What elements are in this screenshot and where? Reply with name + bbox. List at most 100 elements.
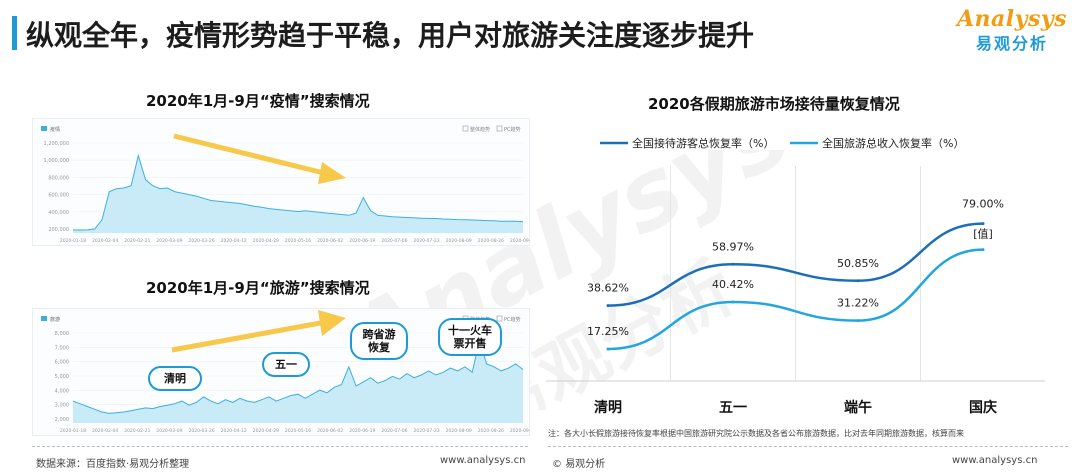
x-tick-label: 2020-06-02 [317, 428, 343, 434]
x-tick-label: 2020-06-19 [349, 428, 375, 434]
x-tick-label: 2020-02-21 [124, 428, 150, 434]
y-tick-label: 2,000 [55, 417, 69, 423]
y-tick-label: 4,000 [55, 388, 69, 394]
x-category-label: 国庆 [969, 399, 997, 416]
data-source: 数据来源：百度指数·易观分析整理 [36, 459, 190, 470]
y-tick-label: 6,000 [55, 360, 69, 366]
title-accent-bar [12, 16, 17, 50]
data-point [606, 347, 610, 351]
legend-option: 整体趋势 [470, 126, 490, 133]
bubble-wuyi: 五一 [262, 352, 310, 377]
legend-checkbox[interactable] [496, 315, 503, 322]
y-tick-label: 1,200,000 [44, 141, 69, 147]
x-tick-label: 2020-07-23 [413, 238, 439, 244]
x-tick-label: 2020-03-26 [188, 238, 214, 244]
tourism-chart-title: 2020年1月-9月“旅游”搜索情况 [146, 279, 370, 297]
bubble-national-day-tickets: 十一火车票开售 [438, 318, 502, 356]
footer-divider-right [548, 446, 1068, 447]
x-tick-label: 2020-03-09 [156, 238, 182, 244]
bubble-national-day-tickets-text: 十一火车票开售 [448, 324, 492, 350]
footer-brand: © 易观分析 [552, 459, 606, 470]
x-tick-label: 2020-04-29 [253, 238, 279, 244]
data-point [856, 319, 860, 323]
footer-divider-left [32, 446, 528, 447]
x-category-label: 五一 [719, 400, 747, 416]
data-label: 31.22% [837, 297, 879, 310]
legend-option: PC趋势 [504, 316, 521, 323]
epidemic-area [73, 155, 523, 233]
series-line [607, 222, 984, 307]
x-tick-label: 2020-07-06 [381, 428, 407, 434]
x-tick-label: 2020-05-16 [285, 428, 311, 434]
data-label: 79.00% [962, 198, 1004, 211]
data-point [731, 262, 735, 266]
y-tick-label: 400,000 [48, 210, 69, 216]
x-tick-label: 2020-09-12 [510, 238, 531, 244]
data-label: 17.25% [587, 325, 629, 338]
epidemic-search-chart: 疫情 整体趋势 PC趋势 1,200,000 1,000,000 800,000 600,… [41, 125, 536, 244]
x-tick-label: 2020-09-12 [510, 428, 531, 434]
page-title: 纵观全年，疫情形势趋于平稳，用户对旅游关注度逐步提升 [26, 19, 755, 52]
chart-legend: 全国接待游客总恢复率（%） 全国旅游总收入恢复率（%） [600, 136, 964, 150]
y-tick-label: 8,000 [55, 331, 69, 337]
tourism-area [73, 340, 523, 423]
y-tick-label: 7,000 [55, 345, 69, 351]
legend-option: PC趋势 [504, 126, 521, 133]
x-tick-label: 2020-06-19 [349, 238, 375, 244]
x-tick-label: 2020-08-09 [446, 238, 472, 244]
x-tick-label: 2020-06-02 [317, 238, 343, 244]
legend-checkbox[interactable] [496, 125, 503, 132]
epidemic-chart-title: 2020年1月-9月“疫情”搜索情况 [146, 92, 370, 110]
trend-arrow-down [173, 133, 346, 184]
x-tick-label: 2020-08-09 [446, 428, 472, 434]
bubble-cross-province-text: 跨省游恢复 [362, 328, 396, 354]
data-label: [值] [973, 228, 993, 241]
data-label: 40.42% [712, 278, 754, 291]
x-tick-label: 2020-03-09 [156, 428, 182, 434]
trend-arrow-up [171, 310, 346, 353]
x-tick-label: 2020-03-26 [188, 428, 214, 434]
x-tick-label: 2020-04-12 [221, 428, 247, 434]
x-tick-label: 2020-02-04 [92, 428, 118, 434]
legend-item: 全国接待游客总恢复率（%） [632, 136, 774, 150]
x-tick-label: 2020-05-16 [285, 238, 311, 244]
data-point [981, 248, 985, 252]
x-tick-label: 2020-01-18 [60, 428, 86, 434]
x-tick-label: 2020-07-06 [381, 238, 407, 244]
y-tick-label: 3,000 [55, 403, 69, 409]
x-category-label: 端午 [844, 399, 872, 416]
x-tick-label: 2020-02-21 [124, 238, 150, 244]
footer-brand-text: 易观分析 [565, 459, 606, 470]
legend-checkbox[interactable] [462, 125, 469, 132]
x-tick-label: 2020-08-26 [478, 428, 504, 434]
epidemic-chart-panel: 疫情 整体趋势 PC趋势 1,200,000 1,000,000 800,000 600,… [32, 118, 536, 246]
legend-swatch [41, 126, 47, 131]
epidemic-line [73, 153, 524, 231]
series-line [607, 248, 984, 351]
header: 纵观全年，疫情形势趋于平稳，用户对旅游关注度逐步提升 Analysys 易观分析 [0, 0, 1080, 64]
recovery-line-chart: 全国接待游客总恢复率（%） 全国旅游总收入恢复率（%） 38.62% 58.97% 5… [546, 136, 1045, 416]
data-point [856, 279, 860, 283]
data-label: 38.62% [587, 282, 629, 295]
url-left: www.analysys.cn [440, 455, 526, 466]
footnote: 注：各大小长假旅游接待恢复率根据中国旅游研究院公示数据及各省公布旅游数据，比对去… [548, 429, 964, 438]
x-tick-label: 2020-01-18 [60, 238, 86, 244]
x-tick-label: 2020-02-04 [92, 238, 118, 244]
legend-swatch [41, 316, 47, 321]
y-tick-label: 200,000 [48, 227, 69, 233]
data-point [606, 304, 610, 308]
logo-text-cn: 易观分析 [975, 34, 1048, 53]
data-point [981, 222, 985, 226]
y-tick-label: 5,000 [55, 374, 69, 380]
url-right: www.analysys.cn [952, 455, 1038, 466]
y-tick-label: 1,000,000 [44, 158, 69, 164]
analysys-logo: Analysys 易观分析 [956, 6, 1068, 58]
logo-text-en: Analysys [956, 6, 1067, 32]
data-label: 50.85% [837, 257, 879, 270]
y-tick-label: 600,000 [48, 193, 69, 199]
data-label: 58.97% [712, 240, 754, 253]
legend-label: 疫情 [50, 126, 60, 133]
data-point [731, 300, 735, 304]
x-tick-label: 2020-04-12 [221, 238, 247, 244]
x-tick-label: 2020-07-23 [413, 428, 439, 434]
